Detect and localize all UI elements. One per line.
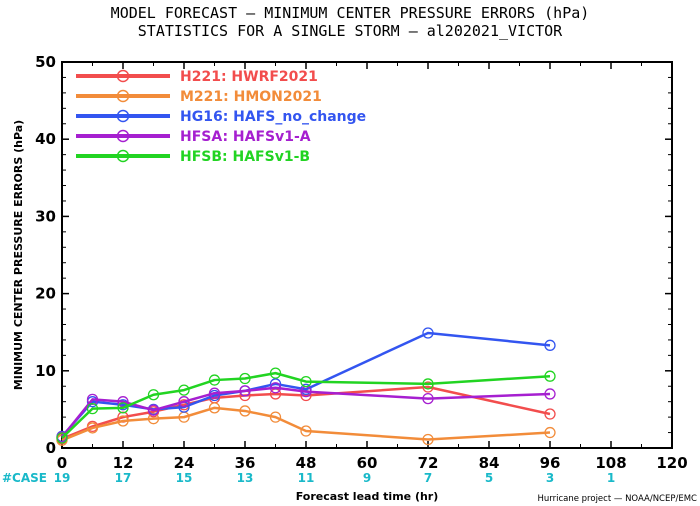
case-count: 7 <box>424 471 432 485</box>
case-row-label: #CASE <box>2 471 47 485</box>
x-tick-label: 84 <box>479 454 500 472</box>
x-tick-label: 108 <box>595 454 626 472</box>
legend-marker-hfsb <box>116 149 130 163</box>
case-count: 11 <box>298 471 315 485</box>
case-count: 19 <box>54 471 71 485</box>
legend-label-hfsb: HFSB: HAFSv1-B <box>180 149 310 165</box>
case-count: 3 <box>546 471 554 485</box>
x-tick-label: 96 <box>540 454 561 472</box>
data-point-hfsb <box>544 370 556 382</box>
data-point-m221 <box>422 433 434 446</box>
data-point-hfsa <box>239 385 251 397</box>
legend-label-hg16: HG16: HAFS_no_change <box>180 109 366 125</box>
data-point-hfsa <box>86 393 99 406</box>
data-point-hfsb <box>178 384 190 396</box>
x-tick-label: 24 <box>174 454 195 472</box>
x-tick-label: 48 <box>296 454 317 472</box>
y-tick-label: 30 <box>35 207 56 225</box>
data-point-hfsb <box>422 378 434 390</box>
data-point-hfsa <box>147 404 160 416</box>
case-count-row: #CASE 19 17 15 13 11 9 7 5 3 1 <box>2 471 615 485</box>
legend-label-m221: M221: HMON2021 <box>180 89 322 105</box>
data-point-h221 <box>422 381 434 393</box>
data-point-hfsb <box>117 402 129 414</box>
legend-marker-m221 <box>116 89 130 103</box>
data-point-m221 <box>269 411 282 423</box>
data-point-m221 <box>544 426 556 439</box>
data-point-hfsb <box>56 432 68 444</box>
data-point-hfsa <box>422 392 434 405</box>
case-count: 1 <box>607 471 615 485</box>
case-count: 13 <box>237 471 254 485</box>
data-point-hfsa <box>208 387 221 399</box>
series-line-hg16 <box>61 331 551 438</box>
data-point-hfsb <box>239 372 251 385</box>
series-line-hfsa <box>61 386 551 438</box>
legend-label-hfsa: HFSA: HAFSv1-A <box>180 129 311 145</box>
case-count: 17 <box>115 471 132 485</box>
legend-marker-hg16 <box>116 109 130 123</box>
chart-subtitle: STATISTICS FOR A SINGLE STORM — al202021… <box>138 22 563 40</box>
case-count: 9 <box>363 471 371 485</box>
x-tick-label: 72 <box>418 454 439 472</box>
chart-title: MODEL FORECAST — MINIMUM CENTER PRESSURE… <box>111 4 590 22</box>
data-point-hfsa <box>544 388 556 400</box>
data-point-m221 <box>117 415 129 427</box>
credit-text: Hurricane project — NOAA/NCEP/EMC <box>537 494 697 504</box>
series-line-m221 <box>61 406 551 442</box>
x-tick-label: 36 <box>235 454 256 472</box>
data-point-m221 <box>147 413 160 425</box>
series-lines <box>56 327 556 446</box>
series-line-hfsb <box>61 371 551 439</box>
data-point-hfsb <box>208 374 221 386</box>
y-tick-label: 50 <box>35 53 56 71</box>
x-axis-label: Forecast lead time (hr) <box>296 490 439 503</box>
x-tick-label: 0 <box>57 454 67 472</box>
data-point-hfsa <box>178 396 190 408</box>
x-tick-label: 60 <box>357 454 378 472</box>
data-point-m221 <box>208 402 221 414</box>
data-point-hfsb <box>86 402 99 415</box>
axis-ticks: 0 12 24 36 48 60 72 84 96 108 120 0 10 20 30 40 50 <box>35 53 688 472</box>
data-point-hfsb <box>269 367 282 379</box>
y-tick-label: 20 <box>35 285 56 303</box>
data-point-hfsb <box>300 375 312 388</box>
data-point-m221 <box>239 405 251 417</box>
case-count: 5 <box>485 471 493 485</box>
data-point-hfsb <box>147 389 160 401</box>
legend-label-h221: H221: HWRF2021 <box>180 69 318 85</box>
x-tick-label: 120 <box>656 454 687 472</box>
data-point-m221 <box>86 422 99 434</box>
x-tick-label: 12 <box>113 454 134 472</box>
data-point-m221 <box>300 425 312 437</box>
data-point-hg16 <box>422 327 434 339</box>
legend: H221: HWRF2021 M221: HMON2021 HG16: HAFS_n… <box>76 69 366 165</box>
y-tick-label: 10 <box>35 362 56 380</box>
y-tick-label: 0 <box>46 439 56 457</box>
y-axis-label: MINIMUM CENTER PRESSURE ERRORS (hPa) <box>12 120 25 390</box>
y-tick-label: 40 <box>35 130 56 148</box>
case-count: 15 <box>176 471 193 485</box>
data-point-hg16 <box>544 339 556 351</box>
data-point-hfsa <box>269 382 282 394</box>
legend-marker-hfsa <box>116 129 130 143</box>
legend-marker-h221 <box>116 69 130 83</box>
data-point-h221 <box>544 408 556 420</box>
